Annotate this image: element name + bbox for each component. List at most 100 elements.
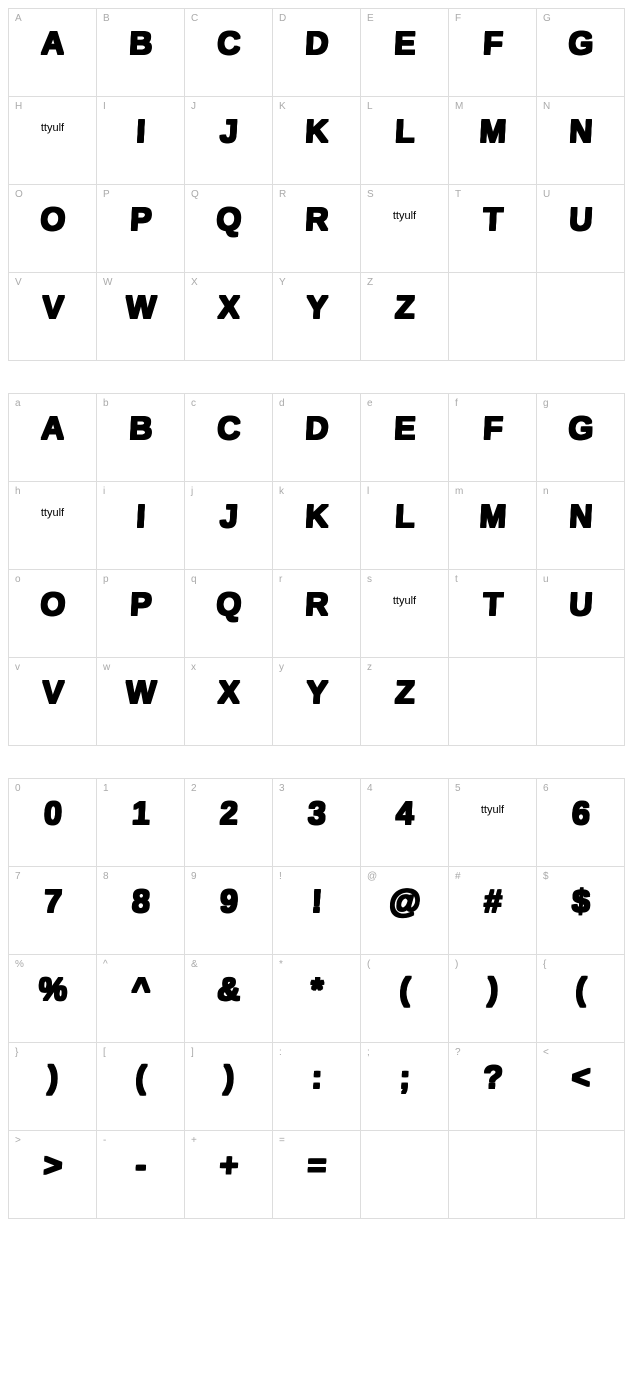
cell-label: w: [103, 662, 110, 673]
glyph-cell: ++: [185, 1131, 273, 1219]
glyph-cell: UU: [537, 185, 625, 273]
cell-glyph: I: [96, 500, 185, 532]
glyph-cell: pP: [97, 570, 185, 658]
cell-glyph: Z: [360, 676, 449, 708]
glyph-cell: kK: [273, 482, 361, 570]
cell-glyph: 1: [96, 797, 185, 829]
glyph-cell: bB: [97, 394, 185, 482]
cell-label: ;: [367, 1047, 370, 1058]
glyph-cell-empty: [537, 273, 625, 361]
cell-glyph: L: [360, 500, 449, 532]
cell-glyph: W: [96, 291, 185, 323]
glyph-cell: gG: [537, 394, 625, 482]
glyph-grid: AABBCCDDEEFFGGHttyulfIIJJKKLLMMNNOOPPQQR…: [8, 8, 625, 361]
cell-glyph: 7: [8, 885, 97, 917]
cell-glyph: J: [184, 500, 273, 532]
cell-label: b: [103, 398, 109, 409]
glyph-cell: ##: [449, 867, 537, 955]
cell-glyph: M: [448, 115, 537, 147]
glyph-cell-empty: [361, 1131, 449, 1219]
cell-label: }: [15, 1047, 18, 1058]
cell-glyph: K: [272, 115, 361, 147]
cell-label: c: [191, 398, 196, 409]
cell-label: 9: [191, 871, 197, 882]
cell-label: N: [543, 101, 550, 112]
cell-label: Q: [191, 189, 199, 200]
font-specimen-root: AABBCCDDEEFFGGHttyulfIIJJKKLLMMNNOOPPQQR…: [8, 8, 632, 1219]
glyph-cell: --: [97, 1131, 185, 1219]
cell-label: J: [191, 101, 196, 112]
cell-glyph: P: [96, 588, 185, 620]
cell-label: C: [191, 13, 198, 24]
glyph-cell: &&: [185, 955, 273, 1043]
cell-glyph: 6: [536, 797, 625, 829]
glyph-cell: rR: [273, 570, 361, 658]
glyph-cell: ==: [273, 1131, 361, 1219]
glyph-cell: wW: [97, 658, 185, 746]
glyph-cell: ^^: [97, 955, 185, 1043]
cell-glyph: ttyulf: [449, 805, 536, 816]
cell-label: t: [455, 574, 458, 585]
cell-glyph: *: [272, 973, 361, 1005]
cell-glyph: U: [536, 588, 625, 620]
glyph-cell: LL: [361, 97, 449, 185]
cell-glyph: Q: [184, 588, 273, 620]
glyph-cell: 44: [361, 779, 449, 867]
glyph-cell: ;;: [361, 1043, 449, 1131]
cell-label: ^: [103, 959, 108, 970]
glyph-section-uppercase: AABBCCDDEEFFGGHttyulfIIJJKKLLMMNNOOPPQQR…: [8, 8, 632, 361]
cell-label: V: [15, 277, 22, 288]
glyph-cell: )): [449, 955, 537, 1043]
cell-label: s: [367, 574, 372, 585]
cell-glyph: T: [448, 203, 537, 235]
glyph-cell: 66: [537, 779, 625, 867]
glyph-cell: VV: [9, 273, 97, 361]
glyph-cell: 11: [97, 779, 185, 867]
cell-glyph: E: [360, 27, 449, 59]
cell-glyph: #: [448, 885, 537, 917]
cell-label: -: [103, 1135, 106, 1146]
glyph-cell: **: [273, 955, 361, 1043]
cell-label: E: [367, 13, 374, 24]
glyph-cell: uU: [537, 570, 625, 658]
glyph-cell: NN: [537, 97, 625, 185]
glyph-cell: ZZ: [361, 273, 449, 361]
cell-glyph: B: [96, 27, 185, 59]
cell-glyph: F: [448, 412, 537, 444]
glyph-cell-empty: [537, 1131, 625, 1219]
cell-glyph: D: [272, 27, 361, 59]
cell-label: !: [279, 871, 282, 882]
cell-label: L: [367, 101, 373, 112]
cell-label: o: [15, 574, 21, 585]
cell-label: +: [191, 1135, 197, 1146]
cell-label: n: [543, 486, 549, 497]
glyph-cell: tT: [449, 570, 537, 658]
cell-glyph: Y: [272, 291, 361, 323]
glyph-cell-empty: [449, 1131, 537, 1219]
cell-label: 2: [191, 783, 197, 794]
cell-label: ?: [455, 1047, 461, 1058]
cell-label: g: [543, 398, 549, 409]
glyph-cell: $$: [537, 867, 625, 955]
cell-label: q: [191, 574, 197, 585]
cell-label: F: [455, 13, 461, 24]
cell-glyph: V: [8, 291, 97, 323]
glyph-cell: fF: [449, 394, 537, 482]
glyph-cell: %%: [9, 955, 97, 1043]
glyph-cell: II: [97, 97, 185, 185]
cell-glyph: @: [360, 885, 449, 917]
cell-glyph: W: [96, 676, 185, 708]
cell-glyph: 8: [96, 885, 185, 917]
glyph-cell: @@: [361, 867, 449, 955]
cell-glyph: G: [536, 412, 625, 444]
glyph-section-numerals_symbols: 00112233445ttyulf66778899!!@@##$$%%^^&&*…: [8, 778, 632, 1219]
cell-glyph: %: [8, 973, 97, 1005]
cell-label: H: [15, 101, 22, 112]
cell-label: a: [15, 398, 21, 409]
cell-glyph: ttyulf: [9, 123, 96, 134]
glyph-cell: vV: [9, 658, 97, 746]
cell-glyph: ttyulf: [361, 211, 448, 222]
cell-label: 4: [367, 783, 373, 794]
cell-glyph: Q: [184, 203, 273, 235]
glyph-cell: MM: [449, 97, 537, 185]
